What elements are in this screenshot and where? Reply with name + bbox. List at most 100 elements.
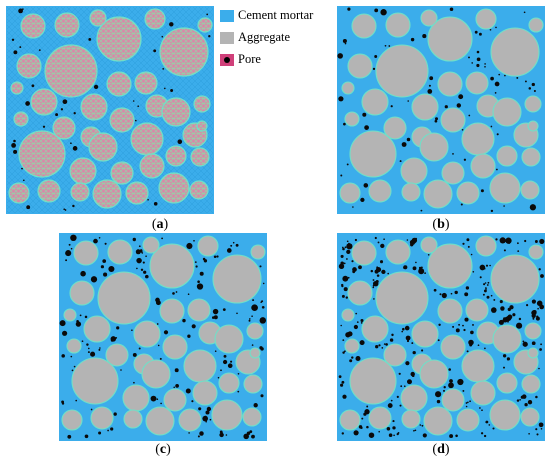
pore bbox=[531, 341, 536, 346]
aggregate bbox=[192, 380, 218, 406]
pore bbox=[414, 237, 418, 240]
pore bbox=[436, 399, 441, 404]
pore bbox=[498, 319, 504, 325]
aggregate bbox=[133, 320, 161, 348]
pore bbox=[84, 434, 89, 439]
pore bbox=[248, 319, 251, 322]
aggregate bbox=[383, 343, 407, 367]
pore bbox=[388, 433, 393, 437]
pore bbox=[403, 385, 406, 388]
pore bbox=[346, 249, 351, 255]
legend-label-aggregate: Aggregate bbox=[238, 30, 291, 44]
pore bbox=[507, 358, 509, 361]
pore bbox=[400, 385, 403, 388]
aggregate bbox=[212, 254, 262, 304]
pore bbox=[528, 432, 530, 435]
pore bbox=[463, 328, 466, 332]
aggregate bbox=[385, 12, 411, 38]
pore bbox=[401, 330, 404, 333]
pore bbox=[147, 199, 149, 201]
pore bbox=[484, 63, 486, 65]
aggregate bbox=[149, 243, 195, 289]
pore bbox=[102, 259, 107, 263]
pore bbox=[384, 44, 387, 47]
pore bbox=[73, 112, 76, 115]
pore bbox=[65, 250, 72, 257]
pore bbox=[418, 268, 425, 275]
aggregate bbox=[401, 409, 421, 429]
aggregate-mesh bbox=[10, 81, 24, 95]
pore bbox=[153, 49, 157, 53]
pore bbox=[467, 245, 470, 248]
pore bbox=[243, 433, 249, 440]
pore bbox=[73, 365, 76, 368]
aggregate-mesh bbox=[18, 130, 66, 178]
pore bbox=[216, 255, 219, 258]
pore bbox=[383, 343, 386, 345]
aggregate bbox=[492, 324, 522, 354]
pore bbox=[219, 432, 224, 438]
pore bbox=[344, 350, 346, 353]
aggregate bbox=[496, 372, 518, 394]
pore bbox=[98, 237, 101, 239]
panel-d-caption: (d) bbox=[432, 442, 450, 457]
legend-swatch-aggregate bbox=[220, 32, 234, 44]
pore bbox=[527, 400, 533, 405]
pore bbox=[537, 307, 539, 310]
pore bbox=[204, 415, 207, 418]
pore bbox=[347, 331, 353, 337]
pore bbox=[435, 391, 442, 398]
pore bbox=[494, 92, 497, 94]
aggregate bbox=[411, 93, 439, 121]
pore bbox=[490, 76, 494, 81]
pore bbox=[200, 284, 203, 287]
aggregate bbox=[141, 359, 171, 389]
pore bbox=[110, 427, 114, 431]
aggregate bbox=[427, 243, 473, 289]
pore bbox=[503, 366, 505, 369]
pore bbox=[194, 261, 197, 263]
pore bbox=[461, 128, 464, 131]
pore bbox=[153, 202, 158, 206]
pore bbox=[115, 337, 118, 339]
pore bbox=[135, 249, 141, 255]
pore bbox=[366, 425, 369, 429]
pore bbox=[380, 9, 387, 16]
pore bbox=[140, 268, 144, 272]
pore bbox=[403, 266, 405, 269]
aggregate bbox=[375, 271, 429, 325]
pore bbox=[405, 335, 411, 341]
pore bbox=[427, 254, 430, 256]
aggregate-mesh bbox=[89, 9, 107, 27]
pore bbox=[407, 100, 409, 102]
aggregate bbox=[211, 399, 243, 431]
aggregate bbox=[142, 236, 160, 254]
aggregate-mesh bbox=[109, 107, 135, 133]
pore bbox=[450, 292, 453, 295]
pore bbox=[540, 274, 544, 278]
aggregate bbox=[63, 308, 77, 322]
aggregate-mesh bbox=[189, 180, 209, 200]
pore bbox=[70, 234, 77, 242]
pore bbox=[223, 354, 227, 358]
aggregate bbox=[368, 179, 392, 203]
aggregate bbox=[83, 315, 111, 343]
pore bbox=[262, 282, 265, 285]
pore bbox=[182, 318, 186, 323]
pore bbox=[480, 267, 483, 270]
pore bbox=[449, 379, 453, 383]
pore bbox=[469, 400, 471, 403]
pore bbox=[462, 324, 464, 327]
pore bbox=[352, 267, 357, 272]
pore bbox=[490, 209, 494, 213]
pore bbox=[378, 430, 380, 433]
pore bbox=[540, 428, 543, 430]
pore bbox=[220, 369, 222, 372]
aggregate bbox=[66, 338, 82, 354]
pore bbox=[249, 318, 251, 320]
aggregate-mesh bbox=[130, 122, 164, 156]
aggregate bbox=[347, 53, 373, 79]
pore bbox=[465, 286, 470, 290]
aggregate bbox=[214, 324, 244, 354]
panel-c-caption: (c) bbox=[155, 442, 171, 457]
